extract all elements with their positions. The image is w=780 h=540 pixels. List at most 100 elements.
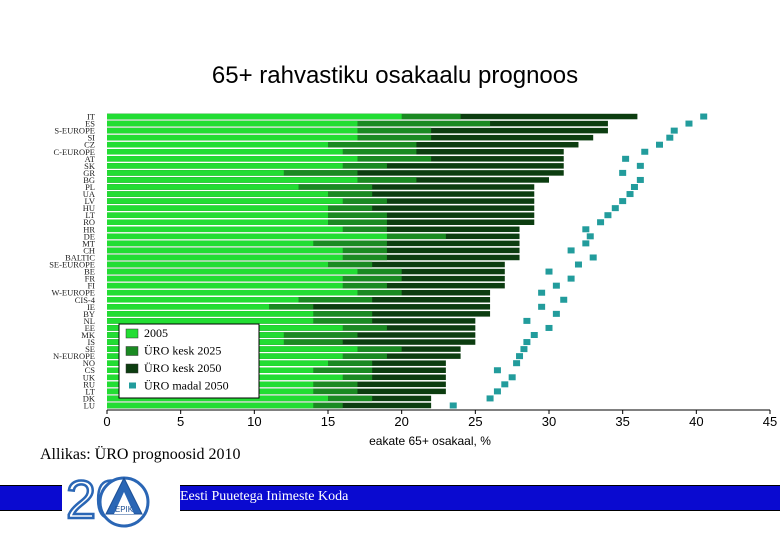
marker-cz-madal-2050 [656, 141, 663, 148]
y-label-se-europe: SE-EUROPE [49, 260, 95, 270]
marker-is-madal-2050 [523, 339, 531, 346]
legend-swatch-2 [125, 363, 139, 374]
y-label-ie: IE [87, 302, 95, 312]
x-tick-label-25: 25 [468, 414, 482, 429]
y-label-lu: LU [84, 400, 95, 410]
legend-label-2: ÜRO kesk 2050 [144, 361, 221, 375]
marker-pl-madal-2050 [630, 184, 638, 190]
y-label-be: BE [84, 267, 95, 277]
bar-nl-2005 [107, 318, 314, 324]
x-tick-label-30: 30 [542, 414, 556, 429]
y-axis-labels: ITESS-EUROPESICZC-EUROPEATSKGRBGPLUALVHU… [49, 112, 96, 411]
y-label-ee: EE [85, 323, 95, 333]
y-label-ro: RO [83, 217, 95, 227]
legend-label-0: 2005 [144, 326, 168, 340]
marker-sk-madal-2050 [636, 162, 644, 169]
marker-by-madal-2050 [552, 310, 560, 317]
bar-fr-2005 [107, 275, 343, 282]
bar-cis-4-2005 [107, 297, 299, 303]
marker-it-madal-2050 [700, 113, 708, 120]
legend-swatch-1 [125, 346, 139, 356]
y-label-bg: BG [83, 175, 95, 185]
marker-cis-4-madal-2050 [560, 296, 568, 303]
y-label-lv: LV [84, 196, 95, 206]
bar-ie-2005 [107, 304, 270, 310]
bar-ua-2005 [107, 191, 328, 197]
x-axis: 0 5 10 15 20 25 30 35 40 45 eakate 65+ osakaal, % [103, 409, 777, 448]
marker-es-madal-2050 [685, 120, 693, 127]
x-axis-label: eakate 65+ osakaal, % [369, 434, 491, 448]
marker-cs-madal-2050 [493, 367, 501, 374]
y-label-fr: FR [85, 274, 96, 284]
bar-se-europe-2005 [107, 261, 328, 268]
y-label-uk: UK [83, 372, 96, 382]
x-tick-label-35: 35 [615, 414, 629, 429]
y-label-cz: CZ [84, 140, 95, 150]
bar-gr-2005 [107, 170, 284, 176]
chart: ITESS-EUROPESICZC-EUROPEATSKGRBGPLUALVHU… [49, 112, 777, 448]
y-label-cs: CS [85, 365, 96, 375]
y-label-ch: CH [83, 245, 95, 255]
marker-lt-madal-2050 [604, 212, 612, 219]
marker-ch-madal-2050 [567, 247, 575, 254]
y-label-it: IT [87, 112, 96, 122]
chart-title: 65+ rahvastiku osakaalu prognoos [211, 62, 579, 89]
y-label-si: SI [87, 133, 95, 143]
bars-group [107, 113, 638, 409]
y-label-lt: LT [85, 386, 95, 396]
footer-org-name: Eesti Puuetega Inimeste Koda [180, 489, 349, 504]
marker-no-madal-2050 [513, 360, 521, 367]
bar-s-europe-2005 [107, 127, 358, 134]
bar-be-2005 [107, 268, 358, 275]
legend-label-1: ÜRO kesk 2025 [144, 344, 221, 358]
y-label-is: IS [87, 337, 95, 347]
y-label-c-europe: C-EUROPE [53, 147, 95, 157]
y-label-w-europe: W-EUROPE [52, 288, 95, 298]
y-label-se: SE [85, 344, 95, 354]
bar-by-2005 [107, 311, 314, 317]
bar-pl-2005 [107, 184, 299, 190]
marker-mk-madal-2050 [530, 332, 538, 338]
marker-fi-madal-2050 [552, 282, 560, 289]
bar-c-europe-2005 [107, 149, 343, 155]
bar-sk-2005 [107, 163, 343, 169]
y-label-baltic: BALTIC [65, 252, 95, 262]
bar-it-2005 [107, 113, 402, 120]
epik-20-logo: 20 EPIK [62, 468, 180, 530]
marker-ee-madal-2050 [545, 324, 553, 331]
bar-hr-2005 [107, 226, 343, 233]
marker-lv-madal-2050 [619, 198, 627, 205]
bar-lv-2005 [107, 198, 343, 204]
bar-lt-2005 [107, 212, 328, 218]
marker-baltic-madal-2050 [589, 254, 597, 261]
legend-swatch-3 [129, 382, 136, 389]
markers-group [449, 113, 708, 409]
y-label-gr: GR [83, 168, 95, 178]
bar-at-2005 [107, 156, 358, 162]
legend-box [118, 323, 260, 399]
marker-si-madal-2050 [666, 134, 674, 141]
y-label-cis-4: CIS-4 [75, 295, 96, 305]
y-label-mk: MK [81, 330, 96, 340]
marker-bg-madal-2050 [636, 176, 644, 183]
y-label-s-europe: S-EUROPE [54, 126, 95, 136]
marker-lt-madal-2050 [493, 388, 501, 395]
legend-swatch-0 [125, 328, 139, 339]
y-label-es: ES [85, 119, 95, 129]
bar-mt-2005 [107, 240, 314, 247]
bar-bg-2005 [107, 177, 358, 183]
x-tick-label-40: 40 [689, 414, 703, 429]
y-label-sk: SK [84, 161, 96, 171]
marker-dk-madal-2050 [486, 395, 494, 402]
marker-uk-madal-2050 [508, 374, 516, 381]
y-label-at: AT [85, 154, 96, 164]
marker-de-madal-2050 [586, 233, 594, 240]
marker-s-europe-madal-2050 [670, 127, 678, 134]
x-tick-label-5: 5 [177, 414, 184, 429]
y-label-dk: DK [83, 393, 96, 403]
y-label-ua: UA [83, 189, 96, 199]
y-label-de: DE [84, 231, 95, 241]
marker-w-europe-madal-2050 [538, 289, 546, 296]
marker-gr-madal-2050 [619, 169, 627, 176]
y-label-fi: FI [87, 281, 95, 291]
